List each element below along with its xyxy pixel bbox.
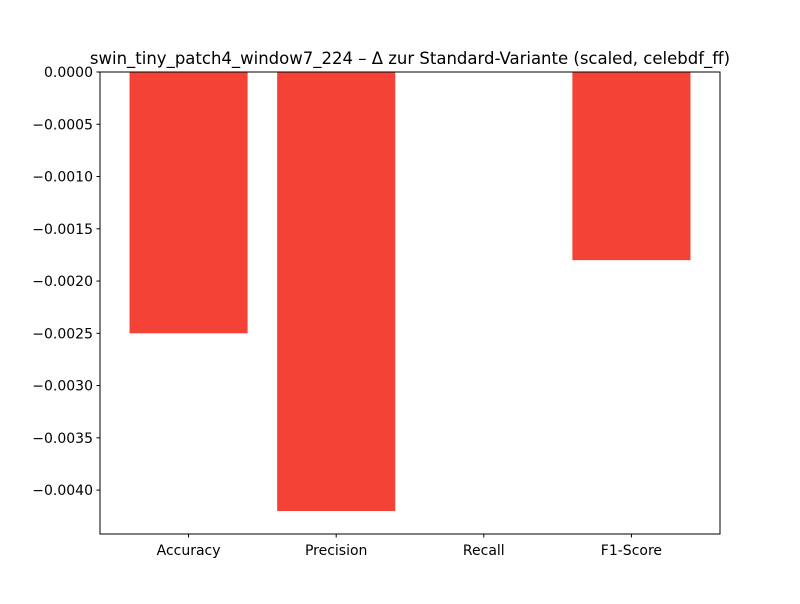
y-tick-label: −0.0040 xyxy=(32,483,93,499)
y-tick-label: −0.0030 xyxy=(32,379,93,395)
y-tick-label: −0.0025 xyxy=(32,326,93,342)
bar-precision xyxy=(277,72,396,512)
x-tick-label: Accuracy xyxy=(157,543,221,559)
x-tick-label: Recall xyxy=(463,543,505,559)
bar-f1-score xyxy=(572,72,691,261)
x-axis: Accuracy Precision Recall F1-Score xyxy=(157,534,662,559)
y-tick-label: −0.0020 xyxy=(32,274,93,290)
y-tick-label: −0.0015 xyxy=(32,222,93,238)
x-tick-label: Precision xyxy=(305,543,367,559)
y-axis: 0.0000 −0.0005 −0.0010 −0.0015 −0.0020 −0.002… xyxy=(32,65,100,499)
y-tick-label: −0.0005 xyxy=(32,117,93,133)
bar-accuracy xyxy=(129,72,248,334)
bars-group xyxy=(129,72,691,512)
y-tick-label: −0.0035 xyxy=(32,431,93,447)
chart-title: swin_tiny_patch4_window7_224 – Δ zur Sta… xyxy=(90,49,730,69)
plot-frame xyxy=(99,71,721,535)
x-tick-label: F1-Score xyxy=(601,543,662,559)
y-tick-label: −0.0010 xyxy=(32,170,93,186)
y-tick-label: 0.0000 xyxy=(44,65,93,81)
